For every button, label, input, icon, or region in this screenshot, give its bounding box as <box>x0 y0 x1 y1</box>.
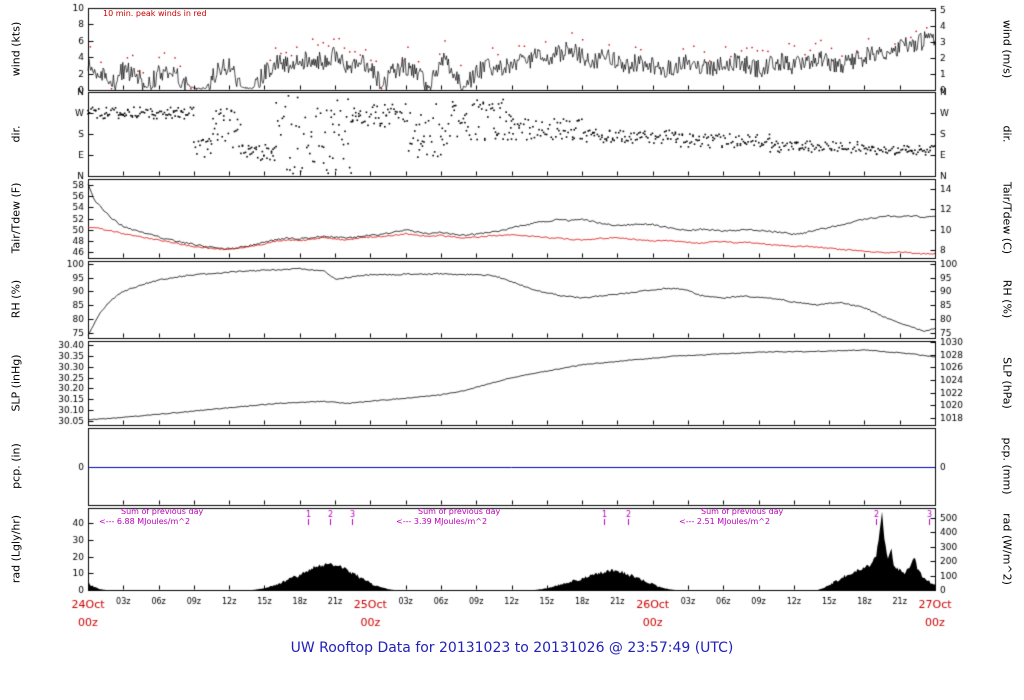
ylabel-wind-ms: wind (m/s) <box>1000 19 1014 79</box>
rad-sum-annotation-day1: Sum of previous day <--- 6.88 MJoules/m^… <box>99 507 203 527</box>
figure-title: UW Rooftop Data for 20131023 to 20131026… <box>290 640 734 656</box>
rad-sum-label: Sum of previous day <box>121 507 204 516</box>
ylabel-rh-left: RH (%) <box>9 279 23 319</box>
ylabel-slp-hpa: SLP (hPa) <box>1000 357 1014 409</box>
ylabel-rad-wm2: rad (W/m^2) <box>1000 513 1014 585</box>
ylabel-rh-right: RH (%) <box>1000 279 1014 319</box>
rad-sum-value: <--- 3.39 MJoules/m^2 <box>396 517 488 526</box>
ylabel-dir-left: dir. <box>9 125 23 143</box>
ylabel-wind-kts: wind (kts) <box>9 21 23 77</box>
wind-peak-note: 10 min. peak winds in red <box>103 9 207 18</box>
rad-sum-value: <--- 6.88 MJoules/m^2 <box>99 517 191 526</box>
rad-sum-value: <--- 2.51 MJoules/m^2 <box>679 517 771 526</box>
ylabel-dir-right: dir. <box>1000 125 1014 143</box>
ylabel-slp-inhg: SLP (inHg) <box>9 354 23 412</box>
ylabel-tair-c: Tair/Tdew (C) <box>1000 181 1014 255</box>
ylabel-pcp-mm: pcp. (mm) <box>1000 437 1014 495</box>
rad-sum-annotation-day3: Sum of previous day <--- 2.51 MJoules/m^… <box>679 507 783 527</box>
ylabel-tair-f: Tair/Tdew (F) <box>9 182 23 254</box>
rad-sum-annotation-day2: Sum of previous day <--- 3.39 MJoules/m^… <box>396 507 500 527</box>
ylabel-rad-lgly: rad (Lgly/hr) <box>9 514 23 584</box>
ylabel-pcp-in: pcp. (in) <box>9 443 23 489</box>
rad-sum-label: Sum of previous day <box>418 507 501 516</box>
rad-sum-label: Sum of previous day <box>701 507 784 516</box>
